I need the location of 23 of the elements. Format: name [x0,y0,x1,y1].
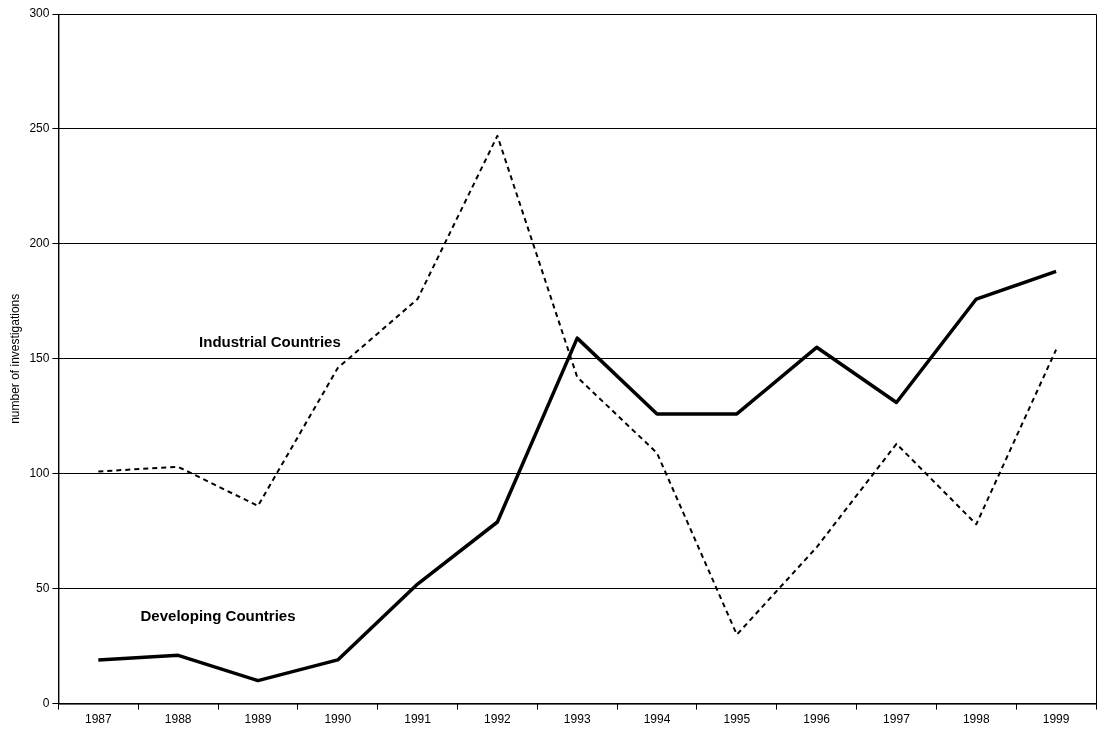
x-tick-label: 1991 [404,712,432,727]
x-tick-label: 1990 [324,712,352,727]
y-axis-title: number of investigations [7,293,22,424]
x-tick-label: 1993 [563,712,591,727]
y-tick-label: 250 [29,121,50,136]
x-tick-label: 1994 [643,712,671,727]
y-tick-label: 0 [42,695,50,710]
x-tick-label: 1999 [1042,712,1070,727]
x-tick-label: 1988 [164,712,192,727]
x-tick-label: 1998 [962,712,990,727]
y-tick-label: 200 [29,236,50,251]
x-tick-label: 1997 [883,712,911,727]
series-label: Industrial Countries [199,333,341,351]
y-tick-label: 300 [29,6,50,21]
x-tick-label: 1995 [723,712,751,727]
x-tick-label: 1989 [244,712,272,727]
y-tick-label: 150 [29,351,50,366]
text: Developing Countries [140,607,296,625]
x-tick-label: 1992 [484,712,512,727]
x-tick-label: 1996 [803,712,831,727]
y-tick-label: 50 [36,580,50,595]
x-tick-label: 1987 [84,712,112,727]
y-tick-label: 100 [29,466,50,481]
